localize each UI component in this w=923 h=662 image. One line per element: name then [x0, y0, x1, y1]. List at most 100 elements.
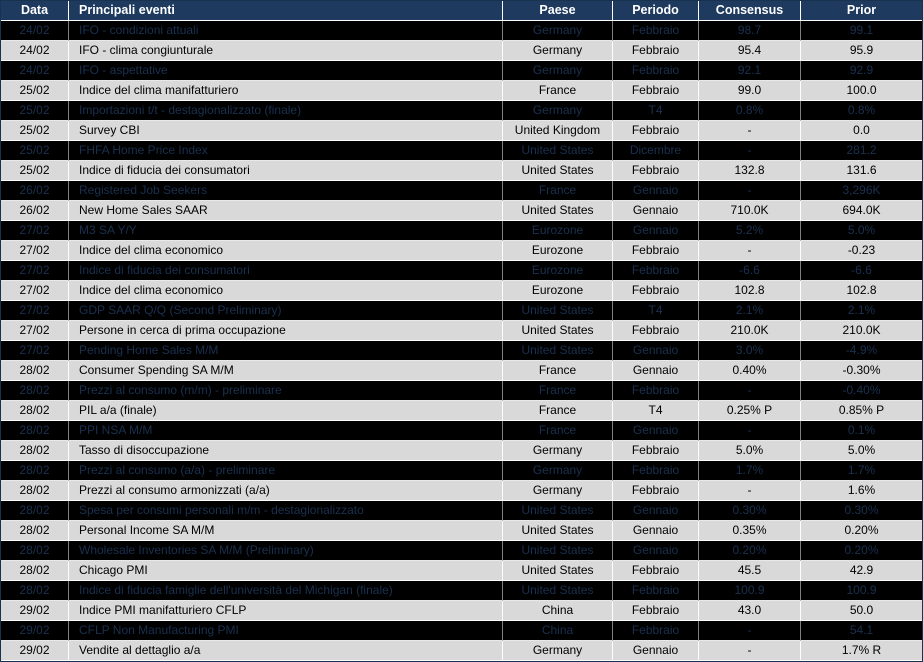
- cell-prior: -4.9%: [801, 341, 922, 361]
- cell-event: Personal Income SA M/M: [69, 521, 503, 541]
- cell-prior: 50.0: [801, 601, 922, 621]
- col-header-date: Data: [1, 1, 69, 21]
- cell-date: 27/02: [1, 341, 69, 361]
- cell-consensus: 710.0K: [699, 201, 801, 221]
- cell-country: France: [503, 361, 613, 381]
- header-row: Data Principali eventi Paese Periodo Con…: [1, 1, 922, 21]
- cell-event: Indice del clima economico: [69, 281, 503, 301]
- cell-period: Gennaio: [613, 221, 699, 241]
- cell-date: 28/02: [1, 421, 69, 441]
- cell-prior: 42.9: [801, 561, 922, 581]
- cell-date: 25/02: [1, 121, 69, 141]
- cell-event: FHFA Home Price Index: [69, 141, 503, 161]
- cell-date: 28/02: [1, 501, 69, 521]
- cell-prior: 210.0K: [801, 321, 922, 341]
- cell-event: IFO - condizioni attuali: [69, 21, 503, 41]
- cell-consensus: 5.2%: [699, 221, 801, 241]
- cell-prior: 0.1%: [801, 421, 922, 441]
- cell-prior: 0.8%: [801, 101, 922, 121]
- cell-country: France: [503, 181, 613, 201]
- cell-prior: 0.20%: [801, 521, 922, 541]
- cell-period: Febbraio: [613, 161, 699, 181]
- table-row: 28/02 Tasso di disoccupazione Germany Febbr…: [1, 441, 922, 461]
- cell-prior: 100.9: [801, 581, 922, 601]
- cell-prior: 1.6%: [801, 481, 922, 501]
- table-row: 24/02 IFO - condizioni attuali Germany Febb…: [1, 21, 922, 41]
- cell-prior: 0.0: [801, 121, 922, 141]
- cell-prior: -0.23: [801, 241, 922, 261]
- table-row: 28/02 Prezzi al consumo armonizzati (a/a)…: [1, 481, 922, 501]
- table-row: 27/02 Indice del clima economico Eurozone F…: [1, 241, 922, 261]
- cell-period: Gennaio: [613, 361, 699, 381]
- cell-event: Indice di fiducia dei consumatori: [69, 261, 503, 281]
- cell-event: PPI NSA M/M: [69, 421, 503, 441]
- cell-country: Germany: [503, 21, 613, 41]
- cell-consensus: 2.1%: [699, 301, 801, 321]
- cell-period: Febbraio: [613, 281, 699, 301]
- col-header-country: Paese: [503, 1, 613, 21]
- cell-event: Indice di fiducia dei consumatori: [69, 161, 503, 181]
- cell-country: Germany: [503, 61, 613, 81]
- cell-date: 27/02: [1, 281, 69, 301]
- col-header-event: Principali eventi: [69, 1, 503, 21]
- cell-prior: 131.6: [801, 161, 922, 181]
- cell-prior: 95.9: [801, 41, 922, 61]
- cell-date: 28/02: [1, 581, 69, 601]
- table-row: 27/02 Indice del clima economico Eurozone F…: [1, 281, 922, 301]
- cell-consensus: 210.0K: [699, 321, 801, 341]
- table-row: 25/02 Indice del clima manifatturiero Fran…: [1, 81, 922, 101]
- cell-prior: 5.0%: [801, 441, 922, 461]
- cell-period: Febbraio: [613, 561, 699, 581]
- cell-consensus: 95.4: [699, 41, 801, 61]
- cell-period: Febbraio: [613, 41, 699, 61]
- table-row: 25/02 FHFA Home Price Index United States D…: [1, 141, 922, 161]
- cell-consensus: 0.20%: [699, 541, 801, 561]
- cell-country: France: [503, 421, 613, 441]
- table-row: 25/02 Indice di fiducia dei consumatori Un…: [1, 161, 922, 181]
- cell-event: Indice PMI manifatturiero CFLP: [69, 601, 503, 621]
- table-row: 28/02 Wholesale Inventories SA M/M (Preli…: [1, 541, 922, 561]
- cell-period: Febbraio: [613, 241, 699, 261]
- table-row: 28/02 Prezzi al consumo (a/a) - prelimina…: [1, 461, 922, 481]
- cell-period: Febbraio: [613, 321, 699, 341]
- cell-country: France: [503, 401, 613, 421]
- table-row: 29/02 Indice PMI manifatturiero CFLP China…: [1, 601, 922, 621]
- table-row: 29/02 Vendite al dettaglio a/a Germany Genn…: [1, 641, 922, 661]
- cell-country: Germany: [503, 641, 613, 661]
- cell-consensus: 0.35%: [699, 521, 801, 541]
- cell-consensus: 100.9: [699, 581, 801, 601]
- cell-country: United States: [503, 161, 613, 181]
- cell-period: Gennaio: [613, 521, 699, 541]
- cell-event: M3 SA Y/Y: [69, 221, 503, 241]
- cell-country: United States: [503, 341, 613, 361]
- table-row: 28/02 Prezzi al consumo (m/m) - prelimina…: [1, 381, 922, 401]
- cell-event: Pending Home Sales M/M: [69, 341, 503, 361]
- cell-event: Persone in cerca di prima occupazione: [69, 321, 503, 341]
- cell-date: 25/02: [1, 101, 69, 121]
- cell-period: Febbraio: [613, 441, 699, 461]
- cell-period: Febbraio: [613, 121, 699, 141]
- cell-date: 28/02: [1, 441, 69, 461]
- cell-event: Indice del clima economico: [69, 241, 503, 261]
- table-row: 28/02 PIL a/a (finale) France T4 0.25% P 0.85…: [1, 401, 922, 421]
- cell-event: Survey CBI: [69, 121, 503, 141]
- table-row: 27/02 Pending Home Sales M/M United States…: [1, 341, 922, 361]
- cell-event: Indice di fiducia famiglie dell'universi…: [69, 581, 503, 601]
- cell-period: T4: [613, 401, 699, 421]
- cell-prior: 1.7%: [801, 461, 922, 481]
- cell-event: Tasso di disoccupazione: [69, 441, 503, 461]
- table-row: 25/02 Survey CBI United Kingdom Febbraio -0.…: [1, 121, 922, 141]
- cell-country: Eurozone: [503, 281, 613, 301]
- cell-prior: 0.20%: [801, 541, 922, 561]
- cell-period: Gennaio: [613, 341, 699, 361]
- cell-period: Gennaio: [613, 501, 699, 521]
- cell-consensus: -: [699, 641, 801, 661]
- cell-period: Febbraio: [613, 461, 699, 481]
- cell-consensus: 0.40%: [699, 361, 801, 381]
- cell-period: Dicembre: [613, 141, 699, 161]
- cell-date: 25/02: [1, 161, 69, 181]
- cell-date: 27/02: [1, 241, 69, 261]
- table-row: 24/02 IFO - clima congiunturale Germany Feb…: [1, 41, 922, 61]
- table-row: 25/02 Importazioni t/t - destagionalizzat…: [1, 101, 922, 121]
